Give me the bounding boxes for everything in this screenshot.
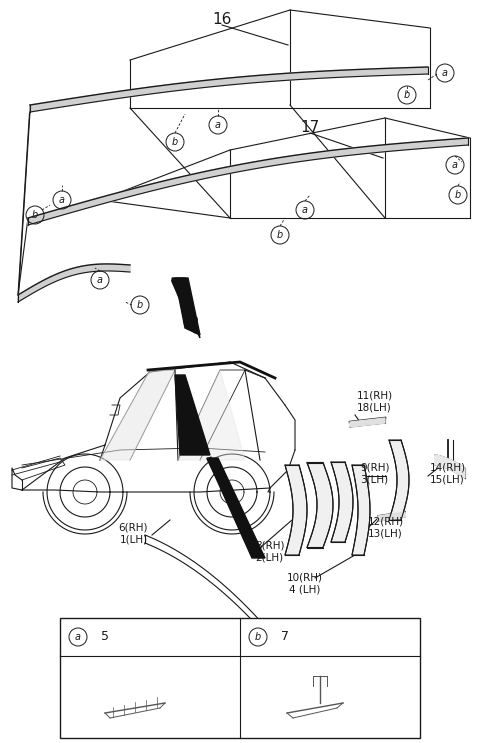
Text: 11(RH): 11(RH) (357, 390, 393, 400)
Text: a: a (75, 632, 81, 642)
Polygon shape (435, 455, 465, 478)
Text: 6(RH): 6(RH) (119, 522, 148, 532)
Text: a: a (215, 120, 221, 130)
Polygon shape (307, 462, 333, 548)
Text: a: a (452, 160, 458, 170)
Polygon shape (350, 418, 385, 427)
Text: a: a (59, 195, 65, 205)
Text: 18(LH): 18(LH) (357, 402, 392, 412)
Polygon shape (175, 375, 210, 455)
Text: 2(LH): 2(LH) (255, 552, 283, 562)
Polygon shape (285, 465, 307, 555)
Text: 4 (LH): 4 (LH) (289, 584, 321, 594)
Polygon shape (178, 370, 245, 460)
Text: 10(RH): 10(RH) (287, 572, 323, 582)
Text: a: a (97, 275, 103, 285)
Polygon shape (378, 512, 405, 521)
Text: b: b (137, 300, 143, 310)
Text: b: b (32, 210, 38, 220)
Polygon shape (28, 138, 468, 225)
Polygon shape (175, 278, 200, 335)
Text: a: a (442, 68, 448, 78)
Text: b: b (404, 90, 410, 100)
Text: 3(LH): 3(LH) (360, 474, 388, 484)
Polygon shape (331, 462, 353, 542)
Polygon shape (352, 465, 370, 555)
Text: 12(RH): 12(RH) (368, 517, 404, 527)
Text: 13(LH): 13(LH) (368, 529, 403, 539)
Polygon shape (30, 67, 428, 112)
Text: b: b (277, 230, 283, 240)
FancyBboxPatch shape (60, 618, 420, 738)
Text: 8(RH): 8(RH) (255, 540, 285, 550)
Polygon shape (389, 440, 409, 520)
Text: 9(RH): 9(RH) (360, 462, 389, 472)
Text: b: b (455, 190, 461, 200)
Text: b: b (255, 632, 261, 642)
Text: a: a (302, 205, 308, 215)
Text: 5: 5 (101, 631, 109, 643)
Polygon shape (172, 278, 200, 338)
Text: 14(RH): 14(RH) (430, 462, 466, 472)
Text: 15(LH): 15(LH) (430, 474, 465, 484)
Text: b: b (172, 137, 178, 147)
Text: 17: 17 (300, 120, 320, 135)
Polygon shape (100, 370, 175, 460)
Text: 16: 16 (212, 13, 232, 27)
Polygon shape (18, 264, 130, 302)
Text: 1(LH): 1(LH) (120, 534, 148, 544)
Polygon shape (207, 458, 265, 558)
Text: 7: 7 (281, 631, 289, 643)
